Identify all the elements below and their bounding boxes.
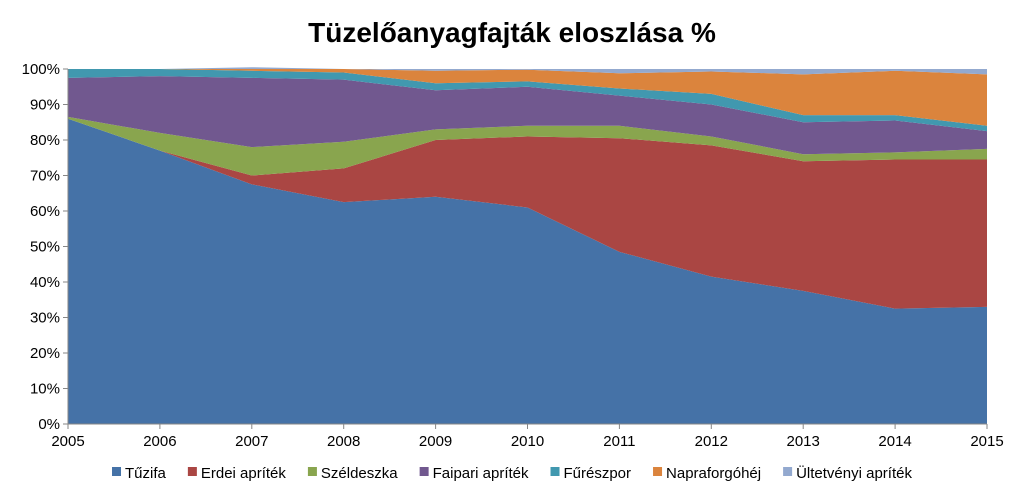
- x-tick-label: 2005: [51, 433, 84, 450]
- y-tick-label: 80%: [30, 132, 60, 149]
- legend-swatch: [783, 467, 793, 476]
- area-series-1: [68, 118, 987, 424]
- x-tick-label: 2011: [603, 433, 635, 450]
- legend-label: Széldeszka: [321, 465, 398, 482]
- legend-swatch: [550, 467, 560, 476]
- area-series-3: [68, 116, 987, 176]
- y-tick-label: 100%: [22, 61, 60, 78]
- legend-swatch: [187, 467, 197, 476]
- y-tick-label: 70%: [30, 168, 60, 185]
- x-tick-label: 2014: [878, 433, 911, 450]
- y-tick-label: 40%: [30, 274, 60, 291]
- legend-swatch: [307, 467, 317, 476]
- legend-swatch: [112, 467, 122, 476]
- legend-label: Fűrészpor: [564, 465, 632, 482]
- x-tick-label: 2009: [419, 433, 452, 450]
- x-tick-label: 2013: [787, 433, 820, 450]
- legend-swatch: [419, 467, 429, 476]
- axes-layer: 0% 10% 20% 30% 40% 50% 60% 70% 80% 90% 100% 2005 200…: [22, 61, 1004, 450]
- area-series-5: [68, 69, 987, 132]
- x-tick-label: 2007: [235, 433, 268, 450]
- areas-layer: [68, 67, 987, 424]
- x-tick-label: 2008: [327, 433, 360, 450]
- legend-item: Erdei apríték: [187, 465, 287, 482]
- x-tick-label: 2012: [695, 433, 728, 450]
- y-tick-label: 90%: [30, 97, 60, 114]
- x-tick-label: 2010: [511, 433, 544, 450]
- y-tick-label: 30%: [30, 310, 60, 327]
- x-tick-label: 2015: [970, 433, 1003, 450]
- area-series-7: [68, 67, 987, 75]
- legend-label: Tűzifa: [125, 465, 167, 482]
- legend-label: Ültetvényi apríték: [796, 464, 912, 482]
- y-tick-label: 10%: [30, 381, 60, 398]
- legend: Tűzifa Erdei apríték Széldeszka Faipari apr…: [112, 464, 912, 482]
- legend-item: Tűzifa: [112, 465, 167, 482]
- y-tick-label: 20%: [30, 345, 60, 362]
- y-tick-label: 0%: [38, 416, 60, 433]
- legend-item: Faipari apríték: [419, 465, 529, 482]
- area-series-6: [68, 69, 987, 126]
- legend-label: Erdei apríték: [201, 465, 287, 482]
- area-series-4: [68, 76, 987, 155]
- y-tick-label: 60%: [30, 203, 60, 220]
- chart-title: Tüzelőanyagfajták eloszlása %: [308, 17, 716, 48]
- legend-item: Fűrészpor: [550, 465, 632, 482]
- legend-item: Napraforgóhéj: [653, 465, 761, 482]
- legend-item: Ültetvényi apríték: [783, 464, 912, 482]
- legend-label: Napraforgóhéj: [666, 465, 761, 482]
- legend-item: Széldeszka: [307, 465, 398, 482]
- y-tick-label: 50%: [30, 239, 60, 256]
- legend-label: Faipari apríték: [433, 465, 529, 482]
- area-series-2: [68, 118, 987, 309]
- legend-swatch: [653, 467, 663, 476]
- x-tick-label: 2006: [143, 433, 176, 450]
